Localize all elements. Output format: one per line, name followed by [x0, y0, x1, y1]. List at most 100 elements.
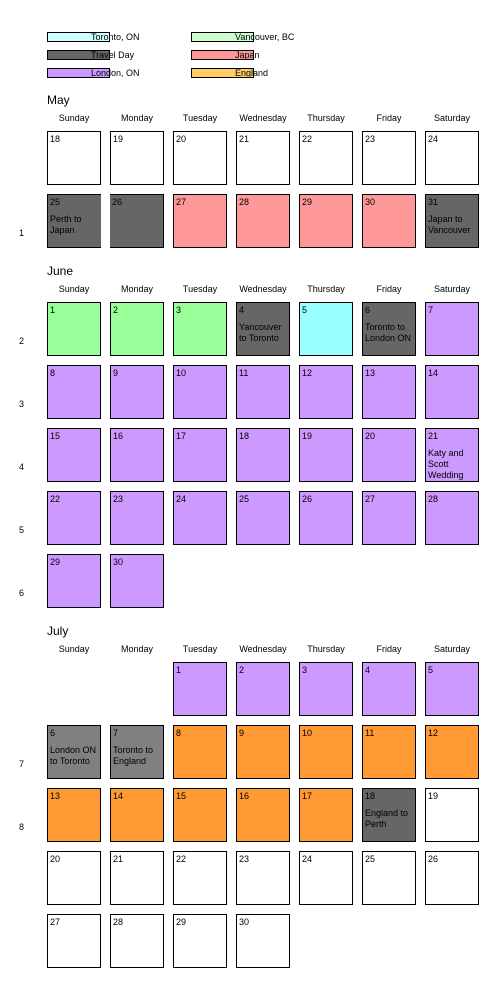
day-cell[interactable]: 22 [173, 851, 227, 905]
day-cell[interactable]: 3 [173, 302, 227, 356]
day-cell[interactable]: 15 [47, 428, 101, 482]
day-cell[interactable]: 25 [236, 491, 290, 545]
weekday-header: Monday [120, 284, 154, 294]
day-cell[interactable]: 18 [236, 428, 290, 482]
day-cell[interactable]: 24 [299, 851, 353, 905]
day-number: 25 [365, 854, 376, 864]
month-title: May [47, 93, 70, 107]
day-cell[interactable]: 1 [47, 302, 101, 356]
weekday-header: Wednesday [239, 113, 287, 123]
day-cell[interactable]: 27 [47, 914, 101, 968]
day-cell[interactable]: 18 England to Perth [362, 788, 416, 842]
day-cell[interactable]: 16 [236, 788, 290, 842]
day-cell[interactable]: 25 Perth to Japan [47, 194, 101, 248]
day-cell[interactable]: 29 [173, 914, 227, 968]
day-number: 9 [239, 728, 245, 738]
day-cell[interactable]: 11 [236, 365, 290, 419]
day-number: 20 [365, 431, 376, 441]
legend-label: Travel Day [91, 50, 135, 60]
day-cell[interactable]: 27 [173, 194, 227, 248]
day-number: 14 [428, 368, 439, 378]
legend-swatch [47, 68, 110, 78]
day-cell[interactable]: 6 Toronto to London ON [362, 302, 416, 356]
day-cell[interactable]: 22 [299, 131, 353, 185]
day-cell[interactable]: 7 Toronto to England [110, 725, 164, 779]
day-cell[interactable]: 11 [362, 725, 416, 779]
day-cell[interactable]: 16 [110, 428, 164, 482]
day-cell[interactable]: 17 [173, 428, 227, 482]
day-number: 19 [428, 791, 439, 801]
day-cell[interactable]: 8 [173, 725, 227, 779]
day-cell[interactable]: 19 [425, 788, 479, 842]
day-cell[interactable]: 26 [299, 491, 353, 545]
day-cell[interactable]: 27 [362, 491, 416, 545]
day-cell[interactable]: 13 [362, 365, 416, 419]
day-cell[interactable]: 15 [173, 788, 227, 842]
day-cell[interactable]: 28 [236, 194, 290, 248]
week-number: 7 [19, 759, 25, 769]
day-cell[interactable]: 21 [110, 851, 164, 905]
day-cell[interactable]: 20 [47, 851, 101, 905]
day-cell[interactable]: 10 [173, 365, 227, 419]
day-cell[interactable]: 3 [299, 662, 353, 716]
day-cell[interactable]: 17 [299, 788, 353, 842]
day-cell[interactable]: 14 [425, 365, 479, 419]
weekday-header: Tuesday [182, 284, 218, 294]
day-cell[interactable]: 24 [173, 491, 227, 545]
day-cell[interactable]: 23 [362, 131, 416, 185]
day-cell[interactable]: 4 Yancouver to Toronto [236, 302, 290, 356]
day-cell[interactable]: 12 [425, 725, 479, 779]
day-cell[interactable]: 20 [173, 131, 227, 185]
day-cell[interactable]: 23 [236, 851, 290, 905]
legend-swatch [47, 32, 110, 42]
day-cell[interactable]: 24 [425, 131, 479, 185]
day-cell[interactable]: 10 [299, 725, 353, 779]
day-cell[interactable]: 30 [236, 914, 290, 968]
day-cell[interactable]: 21 Katy and Scott Wedding [425, 428, 479, 482]
day-cell[interactable]: 30 [362, 194, 416, 248]
day-cell[interactable]: 8 [47, 365, 101, 419]
day-number: 26 [112, 197, 123, 207]
day-cell[interactable]: 1 [173, 662, 227, 716]
day-cell[interactable]: 22 [47, 491, 101, 545]
day-cell[interactable]: 14 [110, 788, 164, 842]
day-cell[interactable]: 26 [110, 194, 164, 248]
day-cell[interactable]: 2 [110, 302, 164, 356]
weekday-header: Tuesday [182, 113, 218, 123]
day-cell[interactable]: 23 [110, 491, 164, 545]
day-cell[interactable]: 9 [110, 365, 164, 419]
day-number: 2 [113, 305, 119, 315]
day-number: 3 [176, 305, 182, 315]
weekday-header: Friday [376, 113, 402, 123]
day-cell[interactable]: 30 [110, 554, 164, 608]
day-cell[interactable]: 2 [236, 662, 290, 716]
day-cell[interactable]: 19 [110, 131, 164, 185]
day-number: 29 [176, 917, 187, 927]
day-number: 29 [50, 557, 61, 567]
day-cell[interactable]: 9 [236, 725, 290, 779]
day-number: 4 [365, 665, 371, 675]
day-cell[interactable]: 19 [299, 428, 353, 482]
legend-label: Toronto, ON [91, 32, 140, 42]
day-cell[interactable]: 7 [425, 302, 479, 356]
day-number: 1 [176, 665, 182, 675]
day-cell[interactable]: 31 Japan to Vancouver [425, 194, 479, 248]
day-cell[interactable]: 18 [47, 131, 101, 185]
day-cell[interactable]: 25 [362, 851, 416, 905]
day-cell[interactable]: 5 [299, 302, 353, 356]
day-cell[interactable]: 29 [299, 194, 353, 248]
day-cell[interactable]: 21 [236, 131, 290, 185]
weekday-header: Wednesday [239, 284, 287, 294]
day-cell[interactable]: 29 [47, 554, 101, 608]
day-cell[interactable]: 28 [425, 491, 479, 545]
day-cell[interactable]: 12 [299, 365, 353, 419]
day-number: 5 [302, 305, 308, 315]
day-cell[interactable]: 6 London ON to Toronto [47, 725, 101, 779]
day-cell[interactable]: 4 [362, 662, 416, 716]
day-cell[interactable]: 26 [425, 851, 479, 905]
day-cell[interactable]: 28 [110, 914, 164, 968]
day-cell[interactable]: 5 [425, 662, 479, 716]
day-cell[interactable]: 20 [362, 428, 416, 482]
day-cell[interactable]: 13 [47, 788, 101, 842]
legend-label: England [235, 68, 269, 78]
